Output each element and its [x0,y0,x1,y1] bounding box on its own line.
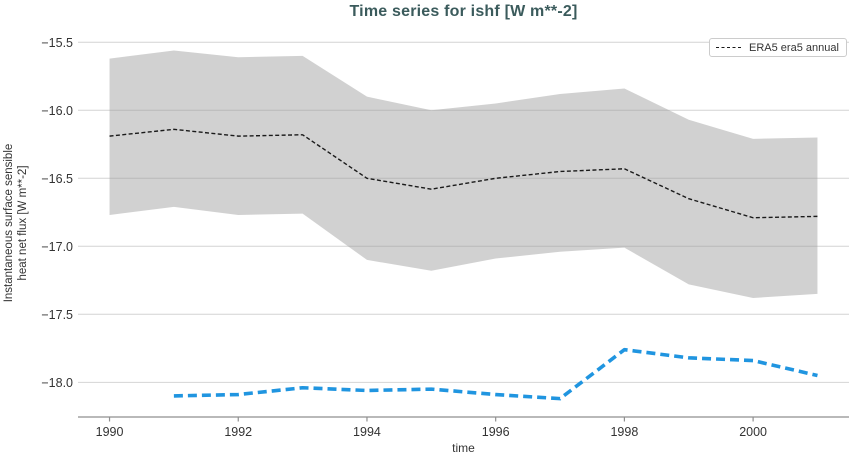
x-tick-label: 1998 [610,425,638,439]
y-tick-label: −16.5 [41,172,73,186]
x-tick-label: 1990 [96,425,124,439]
x-tick-label: 1994 [353,425,381,439]
uncertainty-band [109,50,818,298]
y-tick-label: −17.5 [41,308,73,322]
legend-dashed-line-icon [716,47,741,48]
series-line-bold-dashed [173,347,818,401]
y-tick-label: −18.0 [41,376,73,390]
x-tick-label: 2000 [739,425,767,439]
chart-title: Time series for ishf [W m**-2] [349,3,578,20]
x-tick-label: 1992 [224,425,252,439]
x-tick-label: 1996 [482,425,510,439]
y-tick-label: −15.5 [41,36,73,50]
series-line-thin-dashed [109,128,818,219]
x-axis-label: time [452,441,475,455]
y-tick-label: −16.0 [41,104,73,118]
legend-entry-label: ERA5 era5 annual [749,41,839,54]
y-tick-label: −17.0 [41,240,73,254]
legend: ERA5 era5 annual [709,38,847,57]
